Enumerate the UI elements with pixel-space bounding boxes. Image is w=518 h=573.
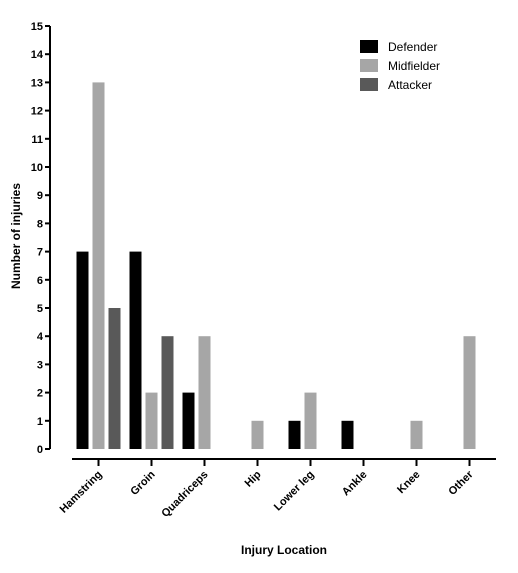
- x-tick-label: Quadriceps: [159, 469, 210, 520]
- y-tick-label: 10: [31, 162, 43, 174]
- y-tick-label: 3: [37, 359, 43, 371]
- bar-defender-groin: [129, 251, 142, 449]
- bar-midfielder-groin: [145, 392, 158, 449]
- legend-swatch-defender: [360, 40, 378, 53]
- y-tick-label: 14: [31, 49, 44, 61]
- y-tick-label: 5: [37, 303, 43, 315]
- bar-midfielder-knee: [410, 420, 423, 449]
- y-tick-label: 13: [31, 77, 43, 89]
- legend-swatch-attacker: [360, 78, 378, 91]
- bar-attacker-hamstring: [108, 308, 121, 449]
- legend-label-midfielder: Midfielder: [388, 59, 440, 73]
- y-tick-label: 15: [31, 21, 43, 33]
- y-tick-label: 0: [37, 444, 43, 456]
- x-tick-label: Hamstring: [58, 469, 105, 516]
- bar-defender-lower-leg: [288, 420, 301, 449]
- y-tick-label: 2: [37, 388, 43, 400]
- x-tick-label: Lower leg: [272, 469, 317, 514]
- bar-attacker-groin: [161, 336, 174, 449]
- legend-swatch-midfielder: [360, 59, 378, 72]
- y-tick-label: 8: [37, 218, 43, 230]
- x-tick-label: Groin: [128, 468, 157, 497]
- bar-defender-ankle: [341, 420, 354, 449]
- bar-midfielder-lower-leg: [304, 392, 317, 449]
- bar-defender-quadriceps: [182, 392, 195, 449]
- y-tick-label: 6: [37, 275, 43, 287]
- legend-label-defender: Defender: [388, 40, 437, 54]
- x-tick-label: Other: [446, 468, 476, 498]
- bar-midfielder-hip: [251, 420, 264, 449]
- legend-label-attacker: Attacker: [388, 78, 432, 92]
- x-tick-label: Hip: [243, 468, 264, 489]
- x-tick-label: Ankle: [340, 469, 370, 499]
- bars: [76, 82, 476, 450]
- y-tick-label: 12: [31, 106, 43, 118]
- y-tick-label: 11: [31, 134, 43, 146]
- x-tick-label: Knee: [395, 469, 423, 497]
- bar-midfielder-quadriceps: [198, 336, 211, 449]
- x-axis-title: Injury Location: [241, 543, 327, 557]
- bar-defender-hamstring: [76, 251, 89, 449]
- y-tick-label: 9: [37, 190, 43, 202]
- x-axis: Hamstring Groin Quadriceps Hip Lower leg Ankl…: [58, 458, 496, 520]
- bar-midfielder-hamstring: [92, 82, 105, 450]
- y-axis-title: Number of injuries: [9, 183, 23, 289]
- legend: Defender Midfielder Attacker: [360, 40, 440, 92]
- y-tick-label: 7: [37, 247, 43, 259]
- y-tick-label: 4: [37, 331, 44, 343]
- y-tick-label: 1: [37, 416, 43, 428]
- bar-midfielder-other: [463, 336, 476, 449]
